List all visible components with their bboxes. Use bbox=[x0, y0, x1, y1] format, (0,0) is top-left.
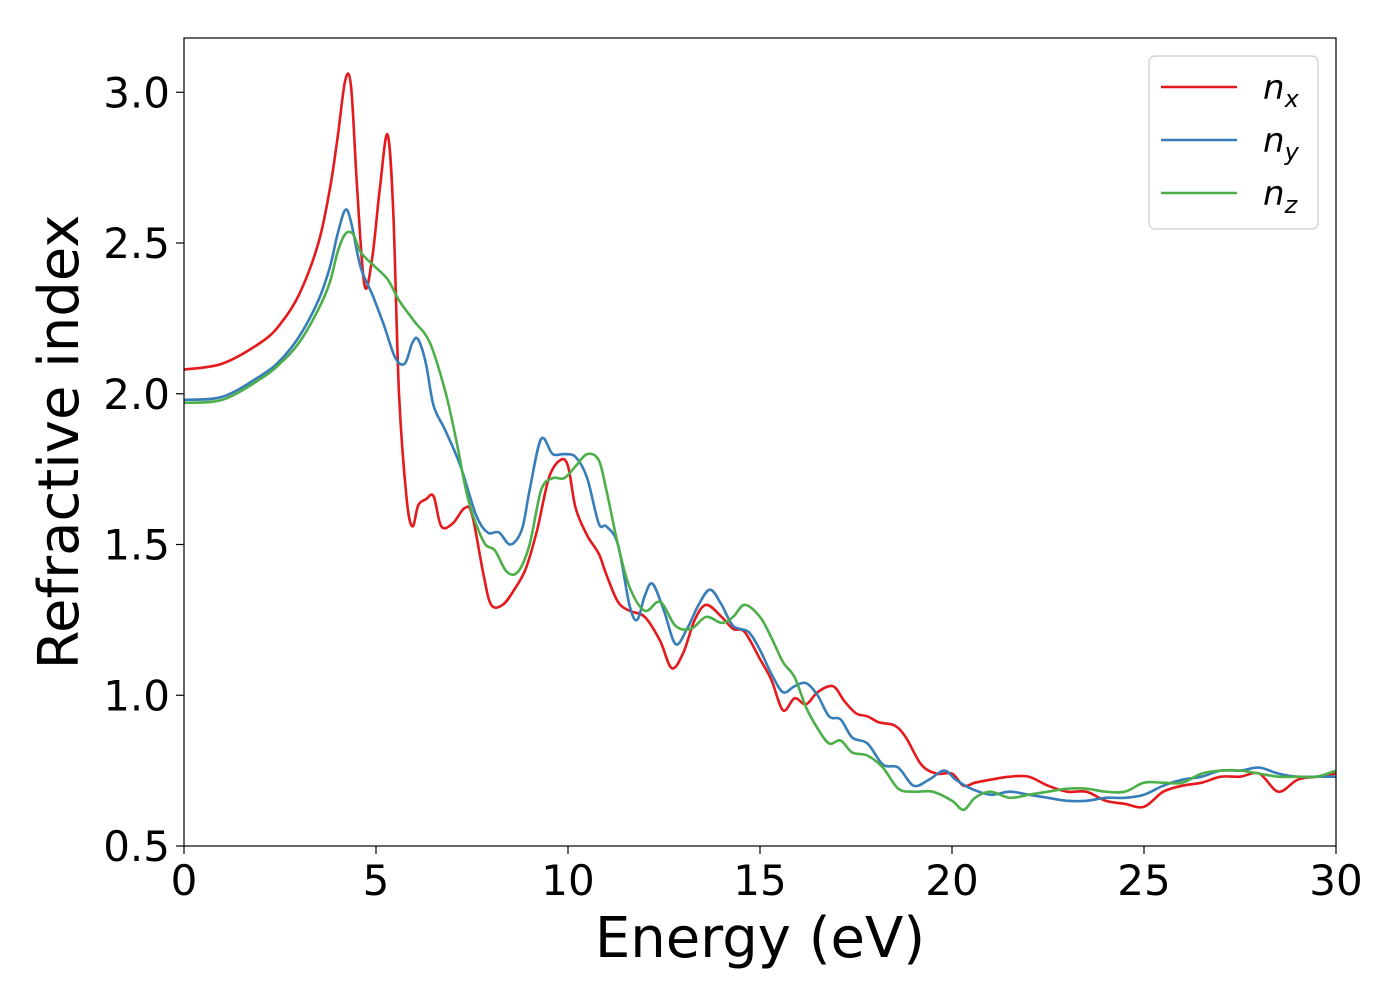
x-tick-label: 15 bbox=[733, 856, 786, 905]
series-line-n-y bbox=[184, 208, 1336, 803]
legend-label-z: nz bbox=[1263, 174, 1299, 219]
y-tick-label: 2.0 bbox=[103, 370, 170, 419]
y-tick-label: 2.5 bbox=[103, 219, 170, 268]
legend-label-x: nx bbox=[1263, 68, 1300, 113]
y-axis-title: Refractive index bbox=[27, 215, 92, 670]
legend-label-y: ny bbox=[1263, 121, 1300, 166]
y-axis-ticks: 0.5 1.0 1.5 2.0 2.5 3.0 bbox=[103, 68, 184, 871]
legend-box bbox=[1148, 55, 1319, 230]
x-tick-label: 0 bbox=[171, 856, 198, 905]
series-line-n-x bbox=[184, 72, 1336, 809]
series-lines bbox=[184, 72, 1336, 812]
x-tick-label: 25 bbox=[1117, 856, 1170, 905]
x-axis-ticks: 0 5 10 15 20 25 30 bbox=[171, 846, 1363, 905]
series-line-n-z bbox=[184, 230, 1336, 812]
y-tick-label: 0.5 bbox=[103, 822, 170, 871]
y-tick-label: 1.0 bbox=[103, 671, 170, 720]
x-tick-label: 5 bbox=[363, 856, 390, 905]
x-axis-title: Energy (eV) bbox=[595, 906, 925, 971]
x-tick-label: 10 bbox=[541, 856, 594, 905]
x-tick-label: 20 bbox=[925, 856, 978, 905]
y-tick-label: 1.5 bbox=[103, 521, 170, 570]
legend: nx ny nz bbox=[1148, 55, 1319, 230]
x-tick-label: 30 bbox=[1309, 856, 1362, 905]
y-tick-label: 3.0 bbox=[103, 68, 170, 117]
